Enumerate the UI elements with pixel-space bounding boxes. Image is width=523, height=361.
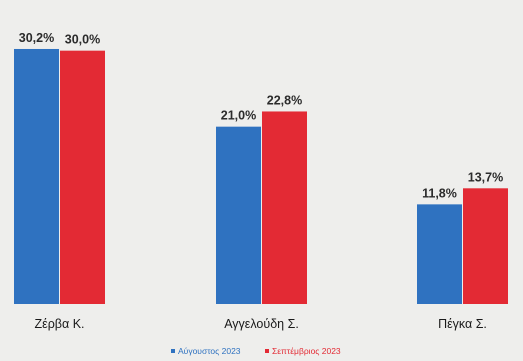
bar-september-0 xyxy=(60,51,105,304)
bar-september-2 xyxy=(463,188,508,304)
bar-august-0 xyxy=(14,49,59,304)
value-label: 30,0% xyxy=(65,33,100,47)
legend-label-0: Αύγουστος 2023 xyxy=(178,346,241,356)
bars-group xyxy=(14,49,508,304)
value-label: 13,7% xyxy=(468,170,503,184)
category-label: Αγγελούδη Σ. xyxy=(224,317,299,331)
legend-label-1: Σεπτέμβριος 2023 xyxy=(272,346,341,356)
category-labels-group: Ζέρβα Κ. Αγγελούδη Σ. Πέγκα Σ. xyxy=(34,317,486,331)
category-label: Ζέρβα Κ. xyxy=(34,317,84,331)
legend-swatch-0 xyxy=(171,349,175,353)
bar-august-2 xyxy=(417,204,462,304)
value-label: 11,8% xyxy=(422,186,457,200)
category-label: Πέγκα Σ. xyxy=(438,317,487,331)
value-label: 30,2% xyxy=(19,31,54,45)
bar-september-1 xyxy=(262,111,307,304)
value-label: 22,8% xyxy=(267,93,302,107)
bar-august-1 xyxy=(216,127,261,304)
legend: Αύγουστος 2023 Σεπτέμβριος 2023 xyxy=(171,346,341,356)
value-label: 21,0% xyxy=(221,109,256,123)
legend-swatch-1 xyxy=(265,349,269,353)
